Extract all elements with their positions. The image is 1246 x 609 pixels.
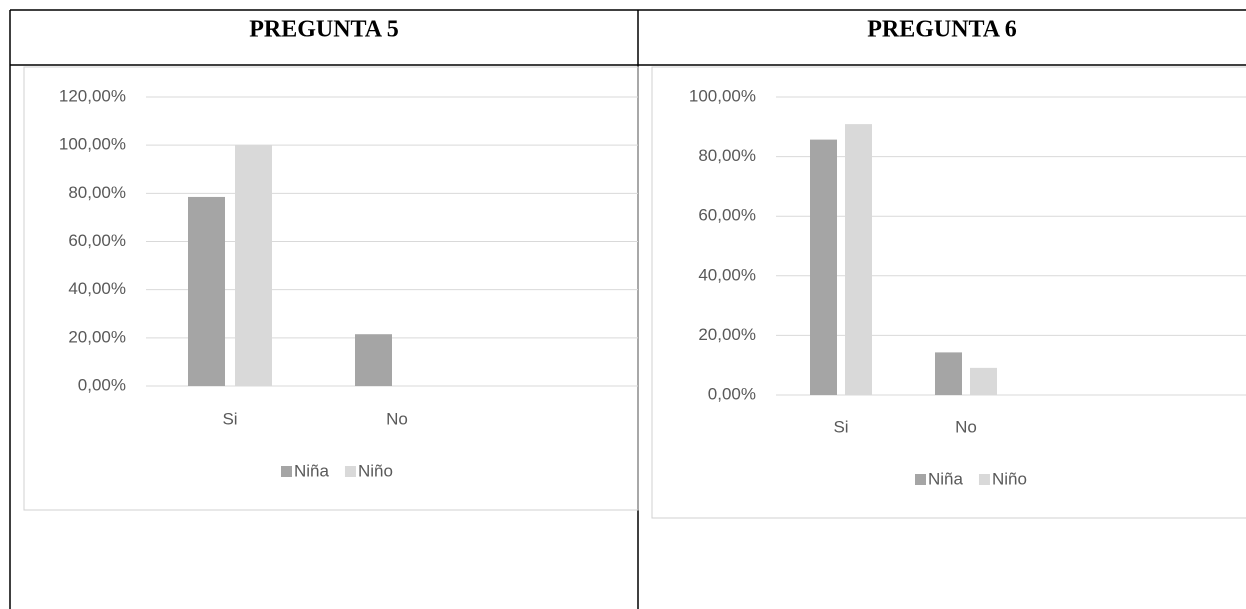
y-tick-label: 40,00% [68,279,126,298]
legend-label: Niña [294,461,330,480]
legend-swatch [344,466,356,477]
y-tick-label: 0,00% [78,375,126,394]
bar [970,367,997,395]
y-tick-label: 80,00% [698,146,756,165]
bar [810,139,837,395]
y-tick-label: 100,00% [59,135,126,154]
bar [935,352,962,395]
y-tick-label: 120,00% [59,86,126,105]
y-tick-label: 80,00% [68,183,126,202]
bar [235,145,272,386]
chart-frame [651,66,1246,519]
legend-swatch [915,474,926,485]
chart-frame [23,66,639,511]
legend-swatch [978,474,990,485]
y-tick-label: 60,00% [698,206,756,225]
legend-label: Niño [992,469,1027,488]
bar [188,196,225,386]
legend-swatch [281,466,292,477]
x-tick-label: No [386,409,408,428]
x-tick-label: Si [222,409,237,428]
y-tick-label: 40,00% [698,265,756,284]
legend-label: Niño [358,461,393,480]
chart-title: PREGUNTA 6 [867,17,1017,43]
y-tick-label: 100,00% [689,86,756,105]
bar [355,334,392,386]
y-tick-label: 20,00% [68,327,126,346]
y-tick-label: 0,00% [708,384,756,403]
x-tick-label: Si [833,417,848,436]
y-tick-label: 20,00% [698,325,756,344]
legend-label: Niña [928,469,964,488]
y-tick-label: 60,00% [68,231,126,250]
bar [845,124,872,396]
chart-title: PREGUNTA 5 [249,17,399,43]
x-tick-label: No [955,417,977,436]
